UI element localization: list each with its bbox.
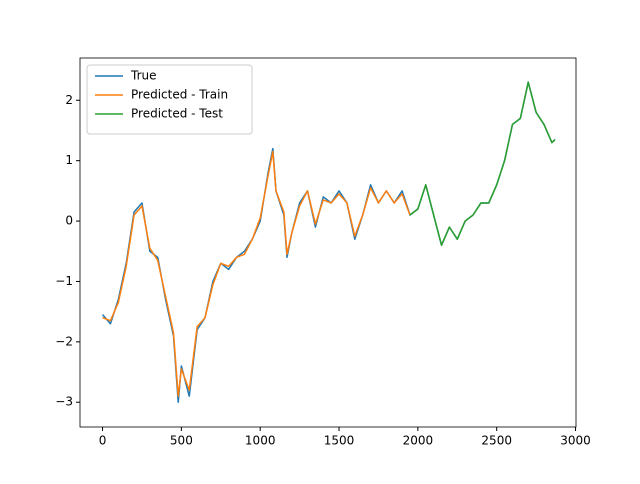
y-tick-label: 2 — [65, 93, 73, 107]
x-tick-label: 1500 — [324, 434, 355, 448]
legend-label: Predicted - Train — [131, 88, 228, 102]
x-tick-label: 0 — [99, 434, 107, 448]
x-tick-label: 500 — [170, 434, 193, 448]
x-tick-label: 1000 — [245, 434, 276, 448]
y-tick-label: −2 — [55, 334, 73, 348]
x-tick-label: 3000 — [560, 434, 591, 448]
y-tick-label: −1 — [55, 274, 73, 288]
x-tick-label: 2500 — [481, 434, 512, 448]
y-tick-label: −3 — [55, 395, 73, 409]
series-line — [409, 81, 556, 246]
y-tick-label: 0 — [65, 214, 73, 228]
y-tick-label: 1 — [65, 153, 73, 167]
legend-label: Predicted - Test — [131, 107, 223, 121]
legend-box — [86, 64, 253, 135]
legend-label: True — [130, 69, 157, 83]
x-tick-label: 2000 — [403, 434, 434, 448]
plot-frame — [79, 57, 577, 428]
series-line — [102, 150, 411, 397]
